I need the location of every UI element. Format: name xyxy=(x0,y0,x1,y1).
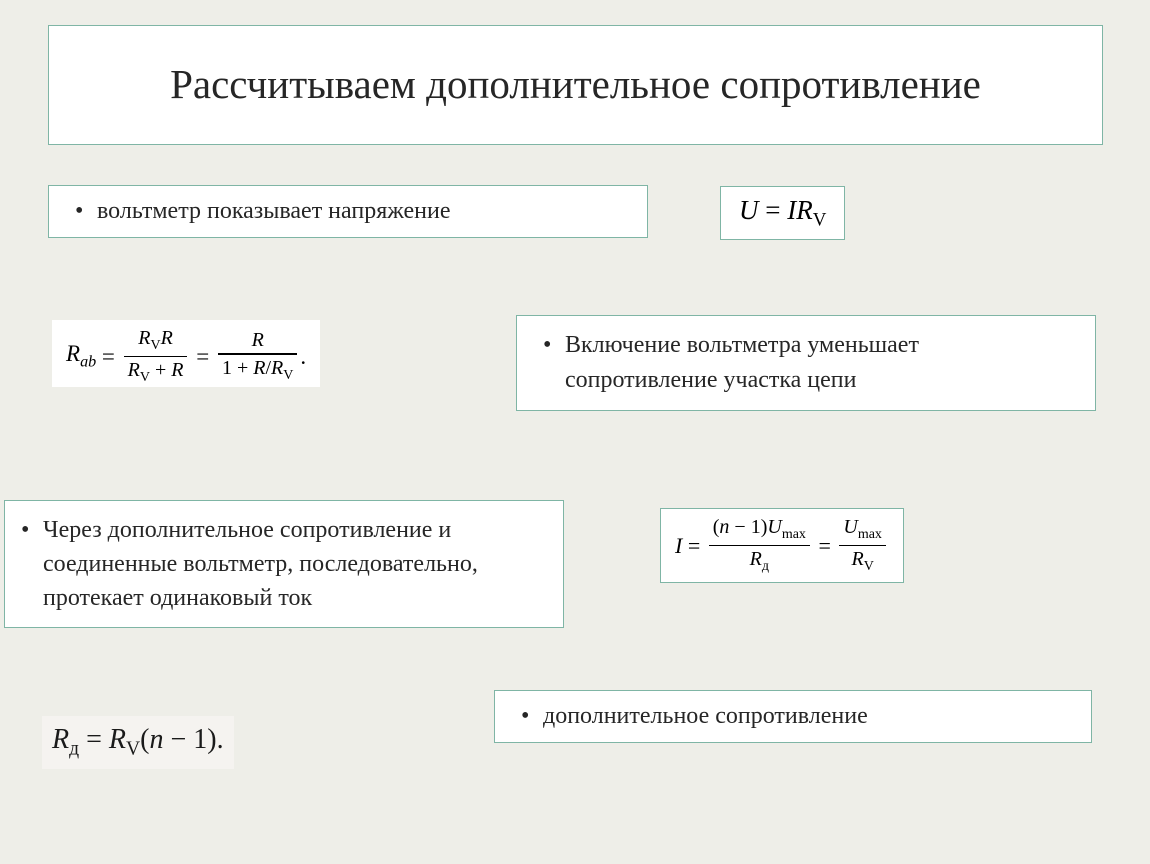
f1-rhs: IR xyxy=(787,195,812,225)
f3-frac1-num: (n − 1)Umax xyxy=(709,515,810,544)
f1-sub: V xyxy=(813,209,827,230)
f2-frac1-bar xyxy=(124,356,188,358)
f3-frac2-den: RV xyxy=(847,547,877,576)
f3-eq2: = xyxy=(813,533,836,559)
f3-inner: I = (n − 1)Umax Rд = Umax RV xyxy=(675,515,889,576)
f4-rhs: RV(n − 1). xyxy=(109,724,224,755)
formula-u-irv: U = IRV xyxy=(720,186,845,240)
bullet-text-3: Через дополнительное сопротивление и сое… xyxy=(19,513,539,615)
bullet-text-2: Включение вольтметра уменьшает сопротивл… xyxy=(541,328,1071,398)
slide: Рассчитываем дополнительное сопротивлени… xyxy=(0,0,1150,864)
formula-rd: Rд = RV(n − 1). xyxy=(42,716,234,769)
f3-lhs: I xyxy=(675,533,682,559)
f1-eq: = xyxy=(765,195,787,225)
f3-frac2: Umax RV xyxy=(839,515,886,576)
bullet-text-1: вольтметр показывает напряжение xyxy=(73,198,623,225)
f3-frac1: (n − 1)Umax Rд xyxy=(709,515,810,576)
f2-lhs: Rab xyxy=(66,341,96,372)
bullet-box-2: Включение вольтметра уменьшает сопротивл… xyxy=(516,315,1096,411)
f2-inner: Rab = RVR RV + R = R 1 + R/RV . xyxy=(66,326,306,387)
f2-frac2-num: R xyxy=(248,328,268,352)
f2-eq2: = xyxy=(190,344,214,370)
f2-frac1-num: RVR xyxy=(134,326,177,355)
f3-frac1-bar xyxy=(709,545,810,547)
bullet-box-1: вольтметр показывает напряжение xyxy=(48,185,648,238)
f2-frac2: R 1 + R/RV xyxy=(218,328,297,384)
title-box: Рассчитываем дополнительное сопротивлени… xyxy=(48,25,1103,145)
f2-punct: . xyxy=(300,344,306,370)
bullet-box-4: дополнительное сопротивление xyxy=(494,690,1092,743)
slide-title: Рассчитываем дополнительное сопротивлени… xyxy=(170,59,981,110)
f1-lhs: U xyxy=(739,195,759,225)
f3-frac2-num: Umax xyxy=(839,515,886,544)
formula-rab: Rab = RVR RV + R = R 1 + R/RV . xyxy=(52,320,320,387)
f3-frac1-den: Rд xyxy=(746,547,773,576)
f2-frac2-bar xyxy=(218,353,297,355)
f3-frac2-bar xyxy=(839,545,886,547)
f2-eq1: = xyxy=(96,344,120,370)
f2-frac1: RVR RV + R xyxy=(124,326,188,387)
f4-lhs: Rд xyxy=(52,724,86,755)
f4-eq: = xyxy=(86,724,109,755)
f2-frac2-den: 1 + R/RV xyxy=(218,356,297,385)
bullet-box-3: Через дополнительное сопротивление и сое… xyxy=(4,500,564,628)
formula-current: I = (n − 1)Umax Rд = Umax RV xyxy=(660,508,904,583)
f2-frac1-den: RV + R xyxy=(124,358,188,387)
bullet-text-4: дополнительное сопротивление xyxy=(519,703,1081,730)
f3-eq1: = xyxy=(682,533,705,559)
